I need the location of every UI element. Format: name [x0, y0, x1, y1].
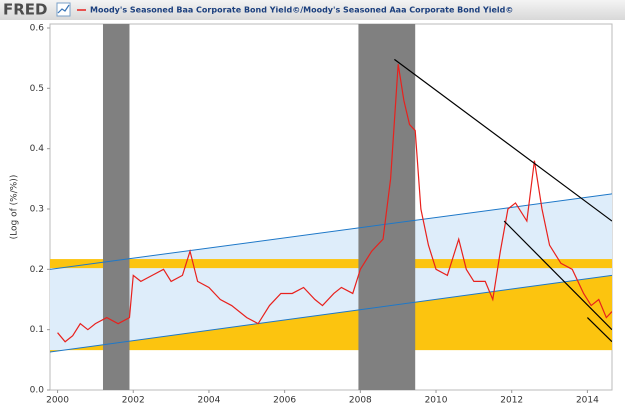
logo: FRED — [3, 1, 48, 19]
recession-bar — [358, 24, 416, 390]
x-tick-label: 2004 — [197, 396, 220, 406]
x-tick-label: 2000 — [46, 396, 69, 406]
y-tick-label: 0.3 — [30, 205, 44, 215]
x-tick-label: 2006 — [273, 396, 296, 406]
y-tick-label: 0.2 — [30, 265, 44, 275]
x-tick-label: 2008 — [349, 396, 372, 406]
y-tick-label: 0.0 — [30, 386, 45, 396]
channel-fill — [50, 193, 612, 352]
y-tick-label: 0.4 — [30, 144, 45, 154]
plot — [50, 24, 612, 390]
trendline — [394, 58, 612, 222]
trendline — [586, 317, 612, 343]
y-tick-label: 0.1 — [30, 325, 44, 335]
logo-icon-line — [57, 4, 70, 14]
recession-bar — [102, 24, 130, 390]
y-axis-label: (Log of (%/%)) — [10, 175, 20, 240]
x-tick-label: 2012 — [500, 396, 523, 406]
series-line — [57, 64, 612, 343]
horizontal-band — [50, 259, 612, 269]
trendline — [503, 220, 612, 331]
x-tick-label: 2014 — [576, 396, 599, 406]
x-tick-label: 2010 — [425, 396, 448, 406]
y-tick-label: 0.6 — [30, 24, 45, 34]
channel-line — [50, 274, 612, 353]
y-tick-label: 0.5 — [30, 84, 44, 94]
header-bar — [0, 0, 625, 20]
x-tick-label: 2002 — [122, 396, 145, 406]
legend-label: Moody's Seasoned Baa Corporate Bond Yiel… — [90, 6, 513, 15]
